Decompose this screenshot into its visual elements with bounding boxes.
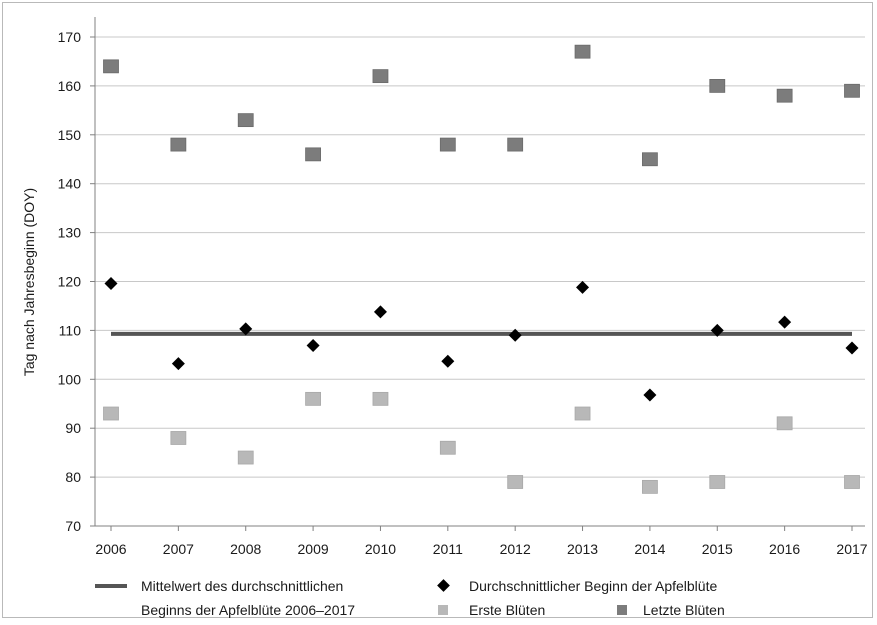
x-tick-label-2014: 2014 (634, 541, 665, 557)
y-tick-label-150: 150 (58, 127, 82, 143)
erste-bluete-point-2013 (574, 406, 591, 421)
x-tick-label-2013: 2013 (567, 541, 598, 557)
legend-last-label: Letzte Blüten (643, 602, 725, 618)
letzte-bluete-point-2017 (844, 83, 860, 98)
avg-bluete-point-2017 (845, 341, 859, 355)
avg-bluete-point-2007 (171, 357, 185, 371)
legend-last-swatch (617, 605, 627, 615)
legend: Mittelwert des durchschnittlichen Beginn… (95, 578, 725, 618)
x-tick-label-2007: 2007 (163, 541, 194, 557)
erste-bluete-point-2014 (642, 479, 658, 494)
erste-bluete-point-2007 (170, 431, 187, 445)
avg-bluete-point-2010 (373, 305, 387, 319)
x-tick-label-2012: 2012 (500, 541, 531, 557)
y-tick-label-110: 110 (59, 322, 82, 338)
y-tick-label-170: 170 (58, 29, 82, 45)
letzte-bluete-point-2012 (507, 137, 524, 152)
x-tick-label-2017: 2017 (836, 541, 867, 557)
avg-bluete-point-2015 (710, 323, 724, 337)
y-tick-label-130: 130 (58, 225, 82, 241)
legend-first-swatch (438, 605, 448, 615)
erste-bluete-point-2012 (507, 475, 524, 489)
legend-mean-label-line2: Beginns der Apfelblüte 2006–2017 (141, 602, 355, 618)
letzte-bluete-point-2010 (372, 69, 389, 84)
avg-bluete-point-2013 (576, 280, 590, 294)
x-tick-label-2006: 2006 (95, 541, 126, 557)
erste-bluete-point-2006 (103, 406, 119, 421)
erste-bluete-point-2011 (439, 440, 456, 455)
erste-bluete-point-2017 (844, 475, 860, 489)
x-tick-label-2015: 2015 (702, 541, 733, 557)
letzte-bluete-point-2008 (237, 113, 254, 128)
letzte-bluete-point-2007 (170, 137, 187, 152)
x-tick-label-2008: 2008 (230, 541, 261, 557)
letzte-bluete-point-2009 (305, 147, 321, 162)
erste-bluete-point-2015 (709, 475, 726, 489)
avg-bluete-point-2006 (104, 276, 118, 290)
legend-avg-label: Durchschnittlicher Beginn der Apfelblüte (469, 578, 717, 594)
avg-bluete-point-2012 (508, 328, 522, 342)
erste-bluete-point-2010 (372, 391, 389, 406)
y-tick-label-70: 70 (65, 518, 81, 534)
legend-first-label: Erste Blüten (469, 602, 545, 618)
erste-bluete-point-2016 (776, 416, 793, 431)
erste-bluete-point-2008 (237, 450, 254, 465)
data-marks (103, 44, 860, 494)
letzte-bluete-point-2015 (709, 79, 726, 93)
grid-lines (95, 36, 865, 478)
letzte-bluete-point-2014 (642, 152, 658, 167)
chart-canvas: 70 80 90 100 110 120 130 140 150 160 170 2006 2007 20… (21, 17, 868, 618)
y-tick-label-140: 140 (58, 176, 82, 192)
y-tick-label-80: 80 (65, 469, 81, 485)
y-tick-label-120: 120 (58, 274, 82, 290)
chart-frame: 70 80 90 100 110 120 130 140 150 160 170 2006 2007 20… (2, 2, 873, 618)
x-tick-label-2010: 2010 (365, 541, 396, 557)
avg-bluete-point-2016 (778, 315, 792, 329)
erste-bluete-point-2009 (305, 391, 321, 406)
x-tick-label-2009: 2009 (298, 541, 329, 557)
avg-bluete-point-2014 (643, 388, 657, 402)
y-tick-label-160: 160 (58, 78, 82, 94)
axes: 70 80 90 100 110 120 130 140 150 160 170 2006 2007 20… (58, 17, 868, 557)
legend-mean-label-line1: Mittelwert des durchschnittlichen (141, 578, 343, 594)
letzte-bluete-point-2013 (574, 44, 591, 59)
letzte-bluete-point-2016 (776, 88, 793, 103)
letzte-bluete-point-2006 (103, 59, 119, 74)
avg-bluete-point-2009 (306, 339, 320, 353)
legend-avg-swatch (437, 579, 450, 592)
y-tick-label-90: 90 (65, 420, 81, 436)
y-tick-label-100: 100 (58, 371, 82, 387)
x-tick-label-2016: 2016 (769, 541, 800, 557)
x-tick-label-2011: 2011 (433, 541, 463, 557)
letzte-bluete-point-2011 (439, 137, 456, 152)
avg-bluete-point-2008 (239, 322, 253, 336)
y-axis-label: Tag nach Jahresbeginn (DOY) (21, 188, 37, 376)
avg-bluete-point-2011 (441, 354, 455, 368)
